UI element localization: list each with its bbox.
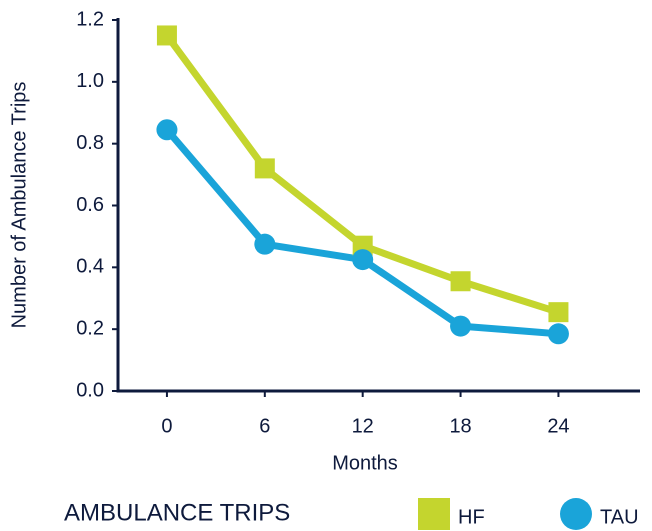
legend-swatch — [560, 498, 592, 530]
y-tick-label: 1.0 — [76, 70, 104, 92]
legend-label: HF — [458, 506, 485, 528]
legend-swatch — [418, 498, 450, 530]
x-tick-label: 24 — [547, 415, 569, 437]
marker — [254, 233, 276, 255]
series-line — [164, 127, 559, 338]
x-tick-label: 0 — [161, 415, 172, 437]
marker — [450, 271, 471, 292]
marker — [547, 323, 569, 345]
series-line — [164, 33, 560, 316]
x-tick-label: 18 — [449, 415, 471, 437]
marker — [450, 315, 472, 337]
y-axis-label: Number of Ambulance Trips — [8, 82, 30, 329]
legend-label: TAU — [600, 506, 639, 528]
y-tick-label: 1.2 — [76, 8, 104, 30]
marker — [156, 119, 178, 141]
x-axis-label: Months — [332, 452, 398, 474]
y-tick-label: 0.8 — [76, 132, 104, 154]
legend-title: AMBULANCE TRIPS — [64, 499, 290, 526]
marker — [548, 302, 569, 323]
marker — [156, 25, 177, 46]
y-tick-label: 0.2 — [76, 317, 104, 339]
marker — [352, 249, 374, 271]
x-tick-label: 6 — [259, 415, 270, 437]
x-tick-label: 12 — [352, 415, 374, 437]
y-tick-label: 0.6 — [76, 194, 104, 216]
y-tick-label: 0.0 — [76, 379, 104, 401]
y-tick-label: 0.4 — [76, 256, 104, 278]
marker — [254, 158, 275, 179]
